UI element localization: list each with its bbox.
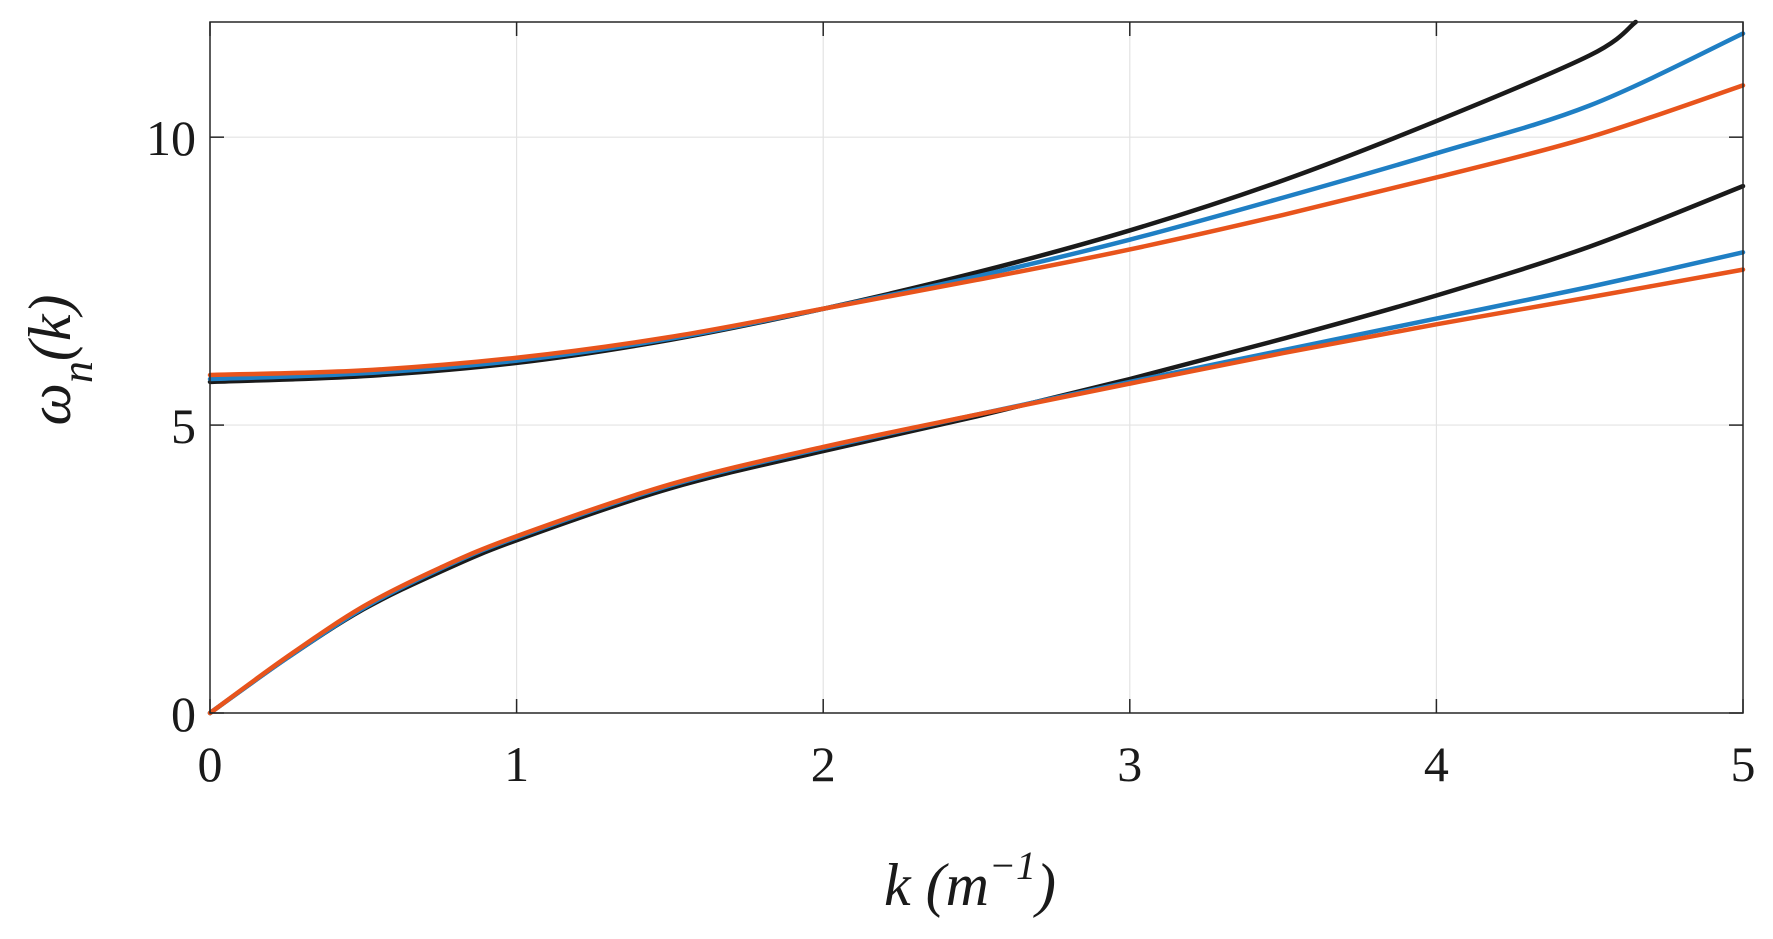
y-tick-label: 0 [171,686,196,742]
x-axis-label-open: ( [911,852,950,918]
x-axis-label-var: k [884,852,912,918]
plot-frame [209,21,1744,714]
y-axis-label-argument: (k) [17,295,83,362]
series-line-5 [207,250,1746,716]
x-axis-label-unit: m [946,852,989,918]
series-line-3 [207,83,1746,378]
y-axis-label-subscript: n [53,361,102,383]
x-tick-labels: 0 1 2 3 4 5 [198,736,1756,792]
x-tick-label: 4 [1424,736,1449,792]
series-line-6 [207,267,1746,716]
x-tick-label: 2 [811,736,836,792]
tick-marks [209,22,1744,714]
x-tick-label: 1 [504,736,529,792]
x-axis-label-close: ) [1033,852,1056,918]
y-axis-label-symbol: ω [17,383,83,425]
series-lines [207,19,1746,716]
x-tick-label: 0 [198,736,223,792]
x-axis-label: k (m−1) [884,843,1056,918]
x-axis-label-exponent: −1 [989,843,1036,888]
series-line-2 [207,31,1746,382]
y-axis-label: ωn(k) [17,295,102,426]
y-tick-labels: 0 5 10 [146,110,196,742]
y-tick-label: 10 [146,110,196,166]
x-tick-label: 5 [1731,736,1756,792]
series-line-1 [207,19,1638,385]
x-tick-label: 3 [1117,736,1142,792]
y-tick-label: 5 [171,398,196,454]
series-line-4 [207,183,1746,716]
